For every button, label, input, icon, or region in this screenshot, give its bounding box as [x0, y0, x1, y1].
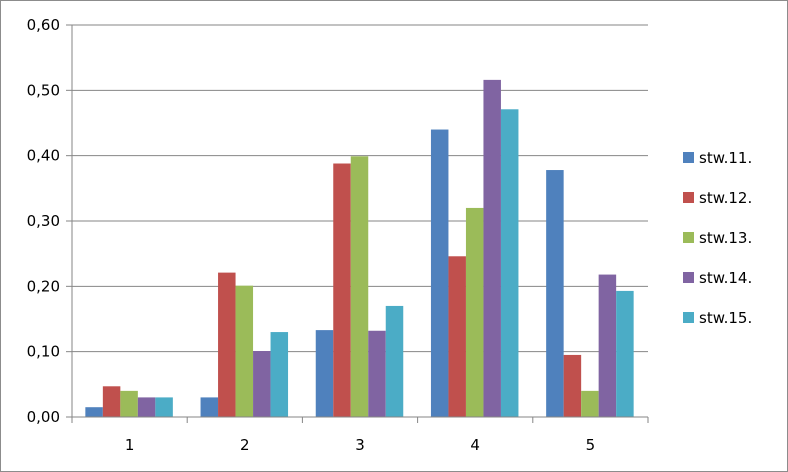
legend-label: stw.11. — [699, 149, 752, 167]
bar — [385, 305, 404, 417]
bars — [85, 79, 634, 418]
legend-swatch — [683, 312, 694, 323]
y-tick-label: 0,10 — [27, 343, 60, 361]
bar — [102, 386, 121, 417]
bar — [315, 330, 334, 417]
x-tick-label: 4 — [470, 436, 480, 454]
legend-swatch — [683, 272, 694, 283]
y-tick-label: 0,20 — [27, 277, 60, 295]
bar — [155, 397, 173, 417]
bar — [253, 351, 271, 417]
x-tick-label: 1 — [125, 436, 135, 454]
y-tick-label: 0,50 — [27, 81, 60, 99]
bar — [368, 330, 386, 417]
bar — [85, 407, 103, 417]
bar — [270, 332, 289, 417]
y-axis-tick-labels: 0,00 0,10 0,20 0,30 0,40 0,50 0,60 — [27, 16, 60, 426]
y-tick-label: 0,60 — [27, 16, 60, 34]
bar — [350, 156, 369, 417]
bar — [235, 285, 254, 417]
bar — [120, 390, 138, 417]
legend-swatch — [683, 192, 694, 203]
legend-label: stw.14. — [699, 269, 752, 287]
y-tick-label: 0,30 — [27, 212, 60, 230]
bar — [448, 256, 466, 417]
bar — [616, 290, 634, 417]
bar — [598, 274, 617, 417]
legend: stw.11. stw.12. stw.13. stw.14. stw.15. — [683, 149, 752, 327]
bar — [333, 163, 351, 417]
bar — [563, 354, 582, 417]
axes — [66, 24, 649, 423]
bar — [483, 79, 501, 417]
bar — [581, 390, 599, 417]
bar — [500, 109, 519, 417]
x-axis-tick-labels: 1 2 3 4 5 — [125, 436, 595, 454]
bar — [200, 397, 219, 417]
bar — [137, 397, 156, 417]
legend-label: stw.13. — [699, 229, 752, 247]
bar — [465, 207, 484, 417]
legend-label: stw.15. — [699, 309, 752, 327]
x-tick-label: 3 — [355, 436, 365, 454]
x-tick-label: 5 — [586, 436, 596, 454]
bar — [218, 272, 236, 417]
legend-label: stw.12. — [699, 189, 752, 207]
y-tick-label: 0,40 — [27, 147, 60, 165]
legend-swatch — [683, 232, 694, 243]
y-tick-label: 0,00 — [27, 408, 60, 426]
legend-swatch — [683, 152, 694, 163]
x-tick-label: 2 — [240, 436, 250, 454]
bar — [546, 170, 564, 417]
bar — [430, 129, 449, 418]
